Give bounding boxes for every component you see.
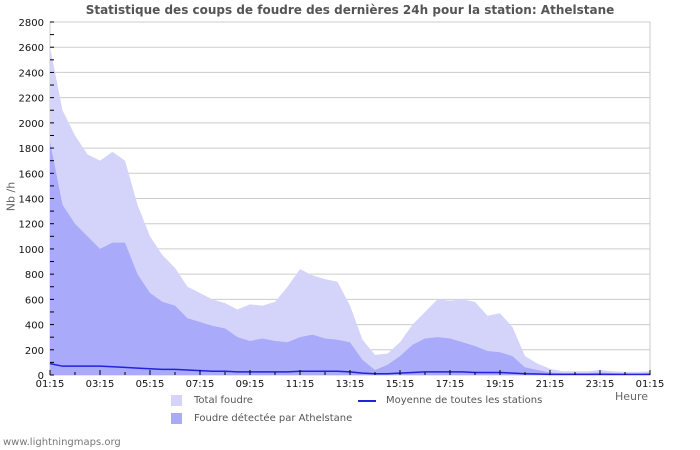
svg-text:19:15: 19:15 bbox=[486, 379, 515, 390]
y-axis: 0 200 400 600 800 1000 1200 1400 1600 1800 2000 220… bbox=[19, 18, 54, 382]
svg-text:0: 0 bbox=[38, 371, 44, 382]
svg-text:11:15: 11:15 bbox=[286, 379, 315, 390]
station-area bbox=[50, 141, 650, 375]
svg-text:01:15: 01:15 bbox=[636, 379, 665, 390]
svg-text:05:15: 05:15 bbox=[136, 379, 165, 390]
legend-label-average: Moyenne de toutes les stations bbox=[386, 395, 543, 406]
svg-text:2200: 2200 bbox=[19, 94, 44, 105]
svg-text:2600: 2600 bbox=[19, 43, 44, 54]
svg-text:03:15: 03:15 bbox=[86, 379, 115, 390]
svg-text:200: 200 bbox=[25, 346, 44, 357]
legend-swatch-station bbox=[171, 413, 182, 424]
svg-text:2000: 2000 bbox=[19, 119, 44, 130]
legend-station: Foudre détectée par Athelstane bbox=[171, 413, 352, 424]
svg-text:23:15: 23:15 bbox=[586, 379, 615, 390]
total-area bbox=[50, 47, 650, 375]
legend-average: Moyenne de toutes les stations bbox=[358, 395, 542, 406]
svg-text:07:15: 07:15 bbox=[186, 379, 215, 390]
footer-link[interactable]: www.lightningmaps.org bbox=[3, 437, 121, 448]
y-axis-label: Nb /h bbox=[4, 181, 18, 212]
svg-text:2400: 2400 bbox=[19, 68, 44, 79]
svg-text:2800: 2800 bbox=[19, 18, 44, 29]
svg-text:800: 800 bbox=[25, 270, 44, 281]
legend-label-station: Foudre détectée par Athelstane bbox=[194, 413, 353, 424]
svg-text:1600: 1600 bbox=[19, 169, 44, 180]
svg-text:1000: 1000 bbox=[19, 245, 44, 256]
x-axis: 01:15 03:15 05:15 07:15 09:15 11:15 13:15 15:15… bbox=[36, 370, 665, 390]
svg-text:21:15: 21:15 bbox=[536, 379, 565, 390]
svg-text:09:15: 09:15 bbox=[236, 379, 265, 390]
svg-text:1800: 1800 bbox=[19, 144, 44, 155]
svg-text:13:15: 13:15 bbox=[336, 379, 365, 390]
legend-swatch-total bbox=[171, 395, 182, 406]
svg-text:15:15: 15:15 bbox=[386, 379, 415, 390]
x-axis-label: Heure bbox=[615, 390, 649, 403]
svg-text:600: 600 bbox=[25, 295, 44, 306]
svg-text:1400: 1400 bbox=[19, 195, 44, 206]
chart-title: Statistique des coups de foudre des dern… bbox=[85, 3, 615, 17]
legend-total: Total foudre bbox=[171, 395, 253, 406]
svg-text:01:15: 01:15 bbox=[36, 379, 65, 390]
svg-text:400: 400 bbox=[25, 321, 44, 332]
legend-label-total: Total foudre bbox=[194, 395, 253, 406]
legend-swatch-average bbox=[358, 399, 376, 402]
svg-text:17:15: 17:15 bbox=[436, 379, 465, 390]
svg-text:1200: 1200 bbox=[19, 220, 44, 231]
